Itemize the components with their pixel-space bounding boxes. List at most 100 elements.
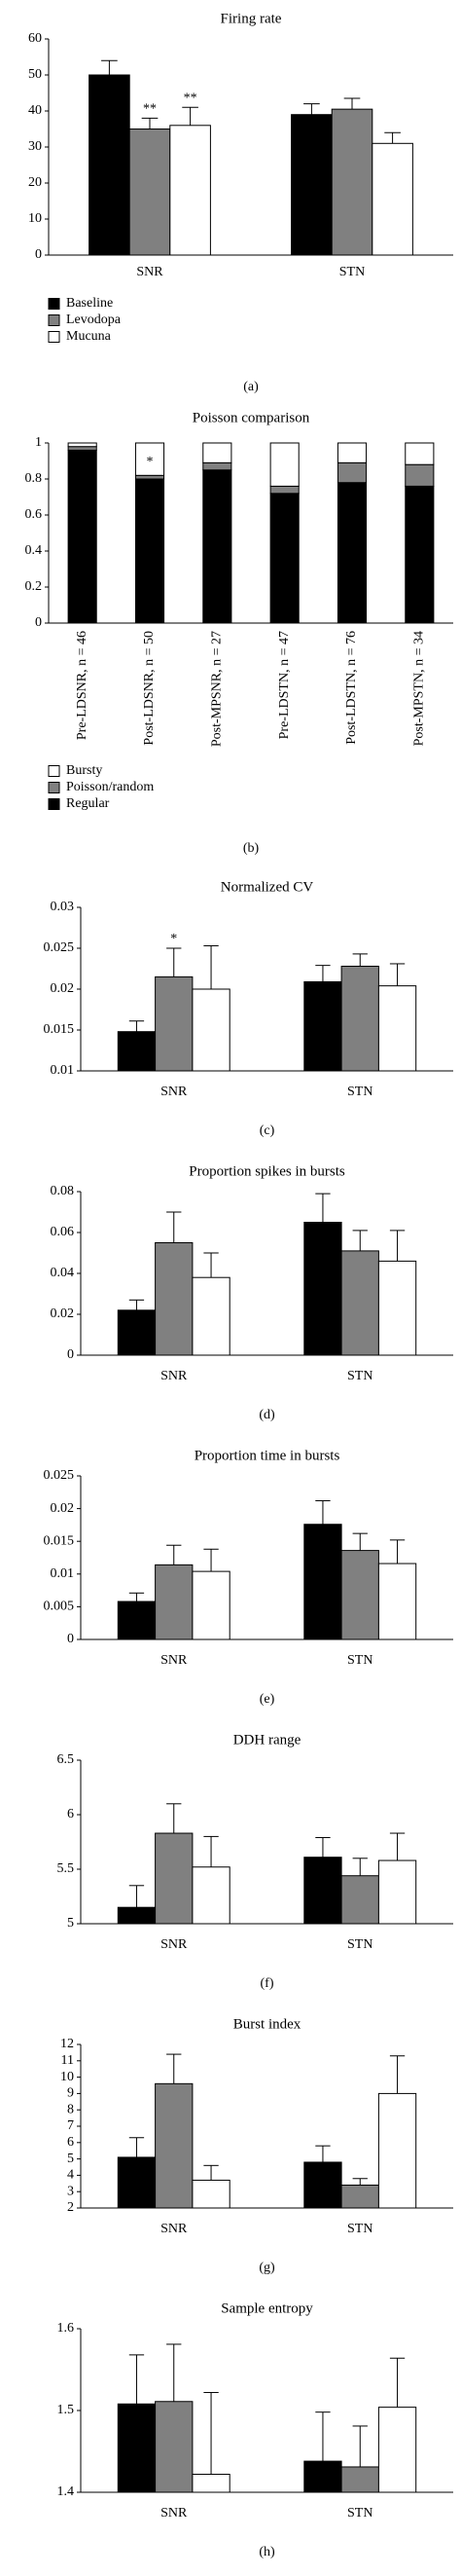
panel-label: (c)	[260, 1123, 275, 1138]
y-tick-label: 0.8	[25, 471, 43, 486]
bar	[117, 2156, 157, 2209]
bar	[377, 2407, 417, 2493]
bar-segment	[134, 474, 165, 480]
y-tick-label: 0	[35, 247, 42, 262]
bar	[155, 2401, 194, 2493]
bar-segment	[269, 485, 300, 495]
y-tick-label: 0.025	[44, 1468, 75, 1483]
chart-title: Firing rate	[221, 11, 282, 26]
y-tick-label: 0	[35, 615, 42, 630]
y-tick-label: 5	[67, 2152, 74, 2166]
bar	[169, 125, 211, 256]
y-tick-label: 1.6	[57, 2321, 75, 2336]
y-tick-label: 0.2	[25, 579, 43, 594]
y-tick-label: 0.02	[51, 1501, 75, 1516]
bar	[340, 1550, 379, 1640]
bar	[303, 1222, 342, 1356]
y-tick-label: 0	[67, 1632, 74, 1646]
bar	[340, 2466, 379, 2493]
y-tick-label: 9	[67, 2086, 74, 2101]
legend-swatch	[48, 782, 60, 793]
bar	[372, 142, 413, 256]
y-tick-label: 0.08	[51, 1184, 75, 1198]
x-tick-label: STN	[347, 1653, 372, 1668]
bar-segment	[337, 461, 368, 484]
bar	[377, 1563, 417, 1640]
bar	[117, 1601, 157, 1640]
bar-segment	[67, 442, 97, 448]
y-tick-label: 3	[67, 2184, 74, 2198]
bar	[303, 2460, 342, 2493]
x-tick-label: STN	[339, 265, 365, 279]
annotation: **	[184, 92, 197, 106]
chart-title: Burst index	[233, 2016, 301, 2032]
bar-segment	[202, 469, 232, 624]
y-tick-label: 6	[67, 1807, 74, 1822]
chart-title: DDH range	[233, 1732, 301, 1748]
bar	[291, 114, 333, 256]
x-tick-label: SNR	[160, 1653, 188, 1668]
y-tick-label: 1.4	[57, 2484, 75, 2499]
bar-segment	[269, 442, 300, 487]
bar	[192, 2179, 230, 2209]
x-tick-label: Pre-LDSNR, n = 46	[75, 631, 89, 740]
y-tick-label: 11	[61, 2053, 74, 2068]
legend-label: Levodopa	[66, 313, 122, 327]
bar	[192, 1276, 230, 1356]
y-tick-label: 0.01	[51, 1063, 75, 1078]
bar	[377, 1859, 417, 1925]
y-tick-label: 0.02	[51, 1306, 75, 1321]
bar	[303, 1857, 342, 1925]
x-tick-label: STN	[347, 1369, 372, 1383]
legend-label: Poisson/random	[66, 780, 154, 794]
bar	[192, 988, 230, 1072]
bar	[331, 108, 373, 256]
bar-segment	[405, 463, 435, 487]
legend-swatch	[48, 298, 60, 310]
y-tick-label: 5.5	[57, 1861, 75, 1876]
y-tick-label: 4	[67, 2168, 74, 2183]
chart-title: Proportion time in bursts	[195, 1448, 340, 1463]
chart-title: Proportion spikes in bursts	[189, 1163, 345, 1179]
panel-label: (g)	[259, 2261, 275, 2275]
bar	[340, 2184, 379, 2209]
chart-title: Sample entropy	[221, 2300, 313, 2316]
y-tick-label: 6	[67, 2135, 74, 2150]
x-tick-label: STN	[347, 1085, 372, 1099]
bar	[377, 1260, 417, 1356]
x-tick-label: Post-LDSTN, n = 76	[344, 631, 359, 745]
chart-title: Normalized CV	[221, 879, 314, 895]
bar-segment	[67, 446, 97, 451]
bar	[340, 1875, 379, 1925]
y-tick-label: 10	[28, 211, 42, 226]
bar	[117, 1906, 157, 1925]
y-tick-label: 0.01	[51, 1566, 75, 1581]
y-tick-label: 0.005	[44, 1600, 75, 1614]
legend-swatch	[48, 798, 60, 810]
annotation: **	[143, 102, 157, 117]
annotation: *	[147, 455, 154, 469]
x-tick-label: SNR	[160, 1369, 188, 1383]
x-tick-label: SNR	[160, 2506, 188, 2521]
y-tick-label: 8	[67, 2102, 74, 2116]
bar	[89, 74, 130, 256]
x-tick-label: SNR	[160, 1937, 188, 1952]
bar-segment	[67, 449, 97, 624]
panel-label: (d)	[259, 1408, 275, 1422]
x-tick-label: Post-LDSNR, n = 50	[142, 631, 157, 746]
y-tick-label: 0.03	[51, 900, 75, 914]
bar	[340, 965, 379, 1072]
bar	[192, 1570, 230, 1640]
y-tick-label: 0.025	[44, 940, 75, 955]
bar-segment	[337, 482, 368, 624]
legend-swatch	[48, 314, 60, 326]
annotation: *	[170, 932, 177, 946]
bar-segment	[269, 493, 300, 624]
legend-label: Regular	[66, 796, 110, 811]
x-tick-label: Post-MPSTN, n = 34	[412, 631, 427, 746]
y-tick-label: 0.015	[44, 1022, 75, 1037]
panel-label: (a)	[243, 380, 259, 394]
bar-segment	[202, 442, 232, 463]
panel-label: (b)	[243, 841, 260, 856]
